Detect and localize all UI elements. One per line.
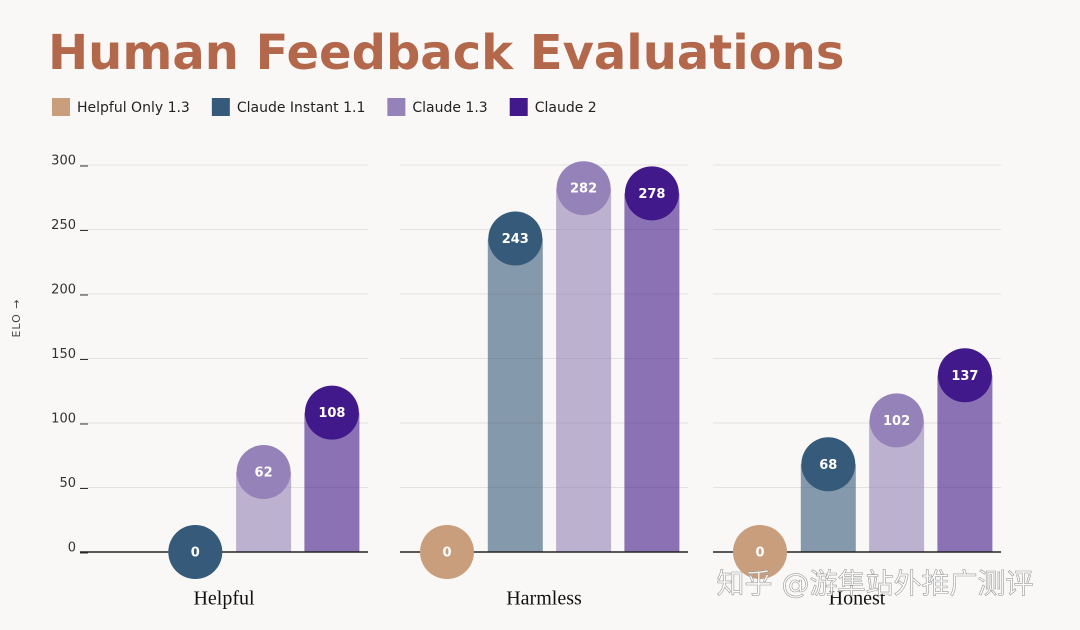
legend-label: Helpful Only 1.3: [77, 100, 190, 116]
legend-label: Claude 2: [535, 100, 597, 116]
value-bubble: [304, 385, 359, 440]
y-tick-label: 150: [51, 347, 76, 362]
value-bubble: [869, 393, 924, 448]
y-tick-label: 100: [51, 412, 76, 427]
value-bubble: [733, 525, 787, 579]
legend-swatch: [509, 98, 528, 116]
value-bubble: [556, 161, 611, 216]
x-tick-label: Harmless: [506, 588, 582, 610]
value-bubble: [236, 445, 291, 500]
y-tick-label: 200: [51, 283, 76, 298]
value-bubble: [937, 348, 992, 403]
y-axis-label: ELO →: [10, 298, 23, 337]
bar: [624, 193, 680, 552]
y-tick-label: 300: [51, 154, 76, 169]
x-tick-label: Helpful: [193, 588, 255, 610]
y-tick-label: 250: [51, 218, 76, 233]
bar: [487, 238, 543, 552]
value-label: 62: [255, 466, 273, 481]
value-bubble: [488, 211, 543, 266]
chart-title: Human Feedback Evaluations: [48, 25, 844, 81]
value-bubble: [801, 437, 856, 492]
value-bubble: [624, 166, 679, 221]
bar: [556, 188, 612, 552]
value-label: 282: [570, 182, 597, 197]
value-bubble: [420, 525, 474, 579]
y-tick-label: 50: [59, 476, 76, 491]
value-bubble: [168, 525, 223, 579]
legend-label: Claude Instant 1.1: [237, 100, 366, 116]
value-label: 137: [951, 369, 978, 384]
bar: [937, 375, 993, 552]
legend-label: Claude 1.3: [412, 100, 487, 116]
value-label: 102: [883, 414, 910, 429]
value-label: 68: [819, 458, 837, 473]
value-label: 278: [638, 187, 665, 202]
value-label: 108: [318, 406, 345, 421]
watermark: 知乎 @游隼站外推广测评: [717, 567, 1034, 600]
y-tick-label: 0: [68, 541, 76, 556]
value-label: 243: [502, 232, 529, 247]
value-label: 0: [191, 546, 200, 561]
legend-swatch: [387, 98, 406, 116]
x-tick-label: Honest: [829, 588, 886, 610]
value-label: 0: [755, 546, 764, 561]
legend-swatch: [52, 98, 70, 116]
value-label: 0: [442, 546, 451, 561]
legend-swatch: [211, 98, 230, 116]
